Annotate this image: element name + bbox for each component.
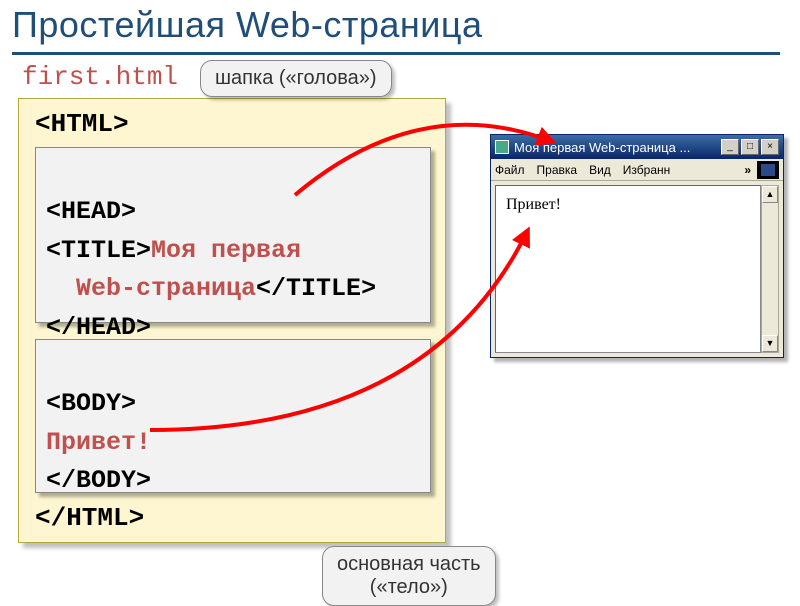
browser-titlebar: Моя первая Web-страница ... _ □ × [491, 135, 783, 159]
throbber-icon [757, 161, 779, 179]
menu-overflow-icon[interactable]: » [744, 163, 751, 177]
title-text-1: Моя первая [151, 236, 301, 265]
slide-title: Простейшая Web-страница [12, 4, 483, 46]
html-open-tag: <HTML> [35, 109, 129, 139]
body-close: </BODY> [46, 466, 151, 495]
title-open: <TITLE> [46, 236, 151, 265]
body-content: Привет! [46, 428, 151, 457]
scroll-up-button[interactable]: ▲ [762, 186, 778, 203]
html-close-tag: </HTML> [35, 503, 144, 533]
close-button[interactable]: × [761, 139, 779, 155]
title-close: </TITLE> [256, 274, 376, 303]
page-icon [495, 140, 509, 154]
page-body-text: Привет! [496, 186, 760, 224]
head-code-block: <HEAD> <TITLE>Моя первая Web-страница</T… [35, 147, 431, 323]
browser-window: Моя первая Web-страница ... _ □ × Файл П… [490, 134, 784, 358]
head-open: <HEAD> [46, 197, 136, 226]
maximize-button[interactable]: □ [741, 139, 759, 155]
title-text-2: Web-страница [46, 274, 256, 303]
menu-edit[interactable]: Правка [537, 163, 578, 177]
browser-content: Привет! [495, 185, 761, 353]
menu-view[interactable]: Вид [589, 163, 611, 177]
callout-body-line2: («тело») [370, 576, 448, 598]
scroll-down-button[interactable]: ▼ [762, 335, 778, 352]
code-container: <HTML> <HEAD> <TITLE>Моя первая Web-стра… [18, 98, 446, 543]
filename-label: first.html [22, 62, 178, 92]
menu-favorites[interactable]: Избранн [623, 163, 670, 177]
head-close: </HEAD> [46, 313, 151, 342]
browser-title: Моя первая Web-страница ... [514, 140, 721, 155]
body-open: <BODY> [46, 389, 136, 418]
browser-menubar: Файл Правка Вид Избранн » [491, 159, 783, 181]
minimize-button[interactable]: _ [721, 139, 739, 155]
menu-file[interactable]: Файл [495, 163, 525, 177]
callout-head: шапка («голова») [200, 60, 392, 97]
callout-body-line1: основная часть [337, 553, 481, 575]
title-underline [12, 52, 780, 55]
body-code-block: <BODY> Привет! </BODY> [35, 339, 431, 493]
vertical-scrollbar[interactable]: ▲ ▼ [761, 185, 779, 353]
callout-body: основная часть («тело») [322, 546, 496, 606]
